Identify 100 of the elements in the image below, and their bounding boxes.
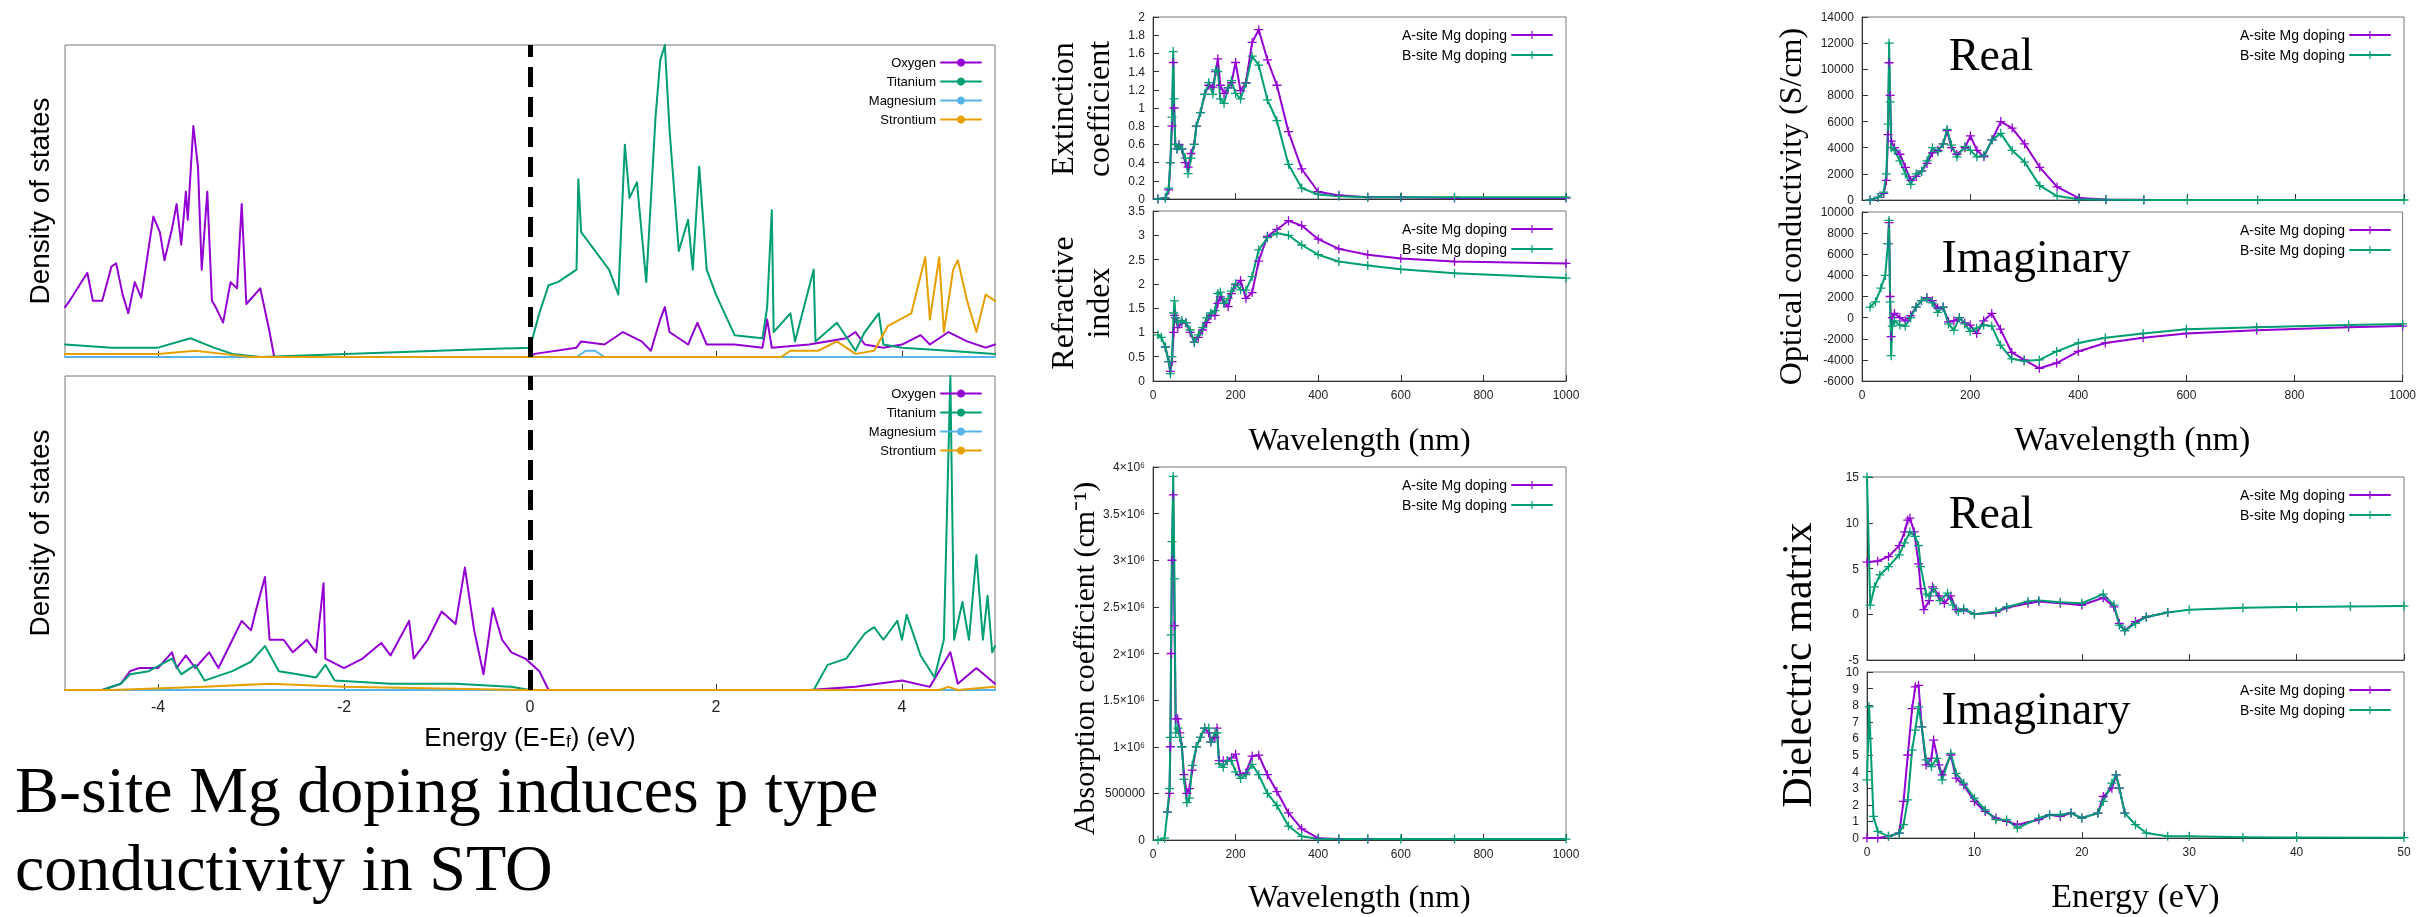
y-tick-label: 14000 bbox=[1820, 10, 1855, 24]
y-tick-label: -2000 bbox=[1823, 331, 1855, 346]
y-tick-label: 6 bbox=[1852, 731, 1860, 746]
x-tick-label: 1000 bbox=[1552, 847, 1580, 861]
y-tick-label: 6000 bbox=[1827, 114, 1855, 129]
x-axis-title: Wavelength (nm) bbox=[1248, 878, 1471, 914]
annotation: Real bbox=[1948, 486, 2034, 538]
legend-label: B-site Mg doping bbox=[2239, 507, 2345, 523]
y-axis-title: Refractive index bbox=[1044, 234, 1116, 372]
y-tick-label: 0 bbox=[1852, 831, 1860, 845]
y-tick-label: 1.4 bbox=[1128, 64, 1146, 79]
x-tick-label: 600 bbox=[1390, 847, 1412, 861]
y-tick-label: 5 bbox=[1852, 748, 1860, 762]
y-tick-label: 3.5×10⁶ bbox=[1103, 506, 1146, 521]
y-tick-label: 1 bbox=[1138, 101, 1146, 115]
y-tick-label: 1.2 bbox=[1128, 82, 1146, 97]
y-tick-label: 0.6 bbox=[1128, 137, 1146, 152]
y-tick-label: 10000 bbox=[1820, 62, 1855, 77]
y-tick-label: 4 bbox=[1852, 764, 1860, 779]
x-tick-label: -4 bbox=[150, 697, 166, 715]
x-tick-label: 200 bbox=[1225, 388, 1246, 402]
y-tick-label: 0.5 bbox=[1128, 349, 1146, 364]
x-tick-label: 2 bbox=[711, 697, 721, 715]
text: B-site Mg doping induces p type conductivity in STO bbox=[15, 752, 895, 904]
x-tick-label: -2 bbox=[336, 697, 352, 715]
x-tick-label: 0 bbox=[1863, 845, 1871, 859]
y-tick-label: 1.5 bbox=[1128, 301, 1146, 316]
y-tick-label: 3×10⁶ bbox=[1113, 553, 1146, 568]
legend-label: Magnesium bbox=[868, 93, 936, 108]
y-tick-label: 0 bbox=[1847, 310, 1855, 325]
legend-label: Titanium bbox=[886, 74, 936, 89]
x-axis-title: Wavelength (nm) bbox=[2014, 419, 2251, 458]
y-tick-label: 6000 bbox=[1827, 247, 1855, 262]
y-tick-label: 3.5 bbox=[1128, 204, 1146, 218]
x-tick-label: 200 bbox=[1960, 388, 1981, 402]
legend-label: B-site Mg doping bbox=[1401, 497, 1507, 513]
y-tick-label: 2 bbox=[1138, 276, 1146, 291]
y-tick-label: 15 bbox=[1845, 470, 1860, 484]
y-tick-label: 1×10⁶ bbox=[1113, 739, 1146, 754]
y-tick-label: 0 bbox=[1138, 374, 1146, 388]
legend-label: A-site Mg doping bbox=[1401, 27, 1507, 43]
y-tick-label: 3 bbox=[1852, 781, 1860, 796]
x-tick-label: 400 bbox=[1308, 388, 1329, 402]
y-tick-label: 8000 bbox=[1827, 226, 1855, 241]
y-tick-label: 4000 bbox=[1827, 140, 1855, 155]
y-tick-label: 1.6 bbox=[1128, 46, 1146, 61]
legend-label: A-site Mg doping bbox=[2239, 222, 2345, 238]
y-tick-label: -4000 bbox=[1823, 352, 1855, 367]
y-tick-label: 10000 bbox=[1820, 205, 1855, 219]
y-tick-label: 2 bbox=[1852, 797, 1860, 812]
x-tick-label: 1000 bbox=[1552, 388, 1580, 402]
y-tick-label: 1.8 bbox=[1128, 28, 1146, 43]
y-tick-label: 10 bbox=[1845, 665, 1860, 679]
x-tick-label: 10 bbox=[1967, 845, 1982, 859]
x-axis-title: Energy (eV) bbox=[2051, 876, 2220, 915]
x-tick-label: 20 bbox=[2075, 845, 2089, 859]
y-tick-label: 0 bbox=[1138, 833, 1146, 847]
legend-label: B-site Mg doping bbox=[1401, 47, 1507, 63]
legend-label: Magnesium bbox=[868, 424, 936, 439]
legend-label: B-site Mg doping bbox=[2239, 242, 2345, 258]
legend-label: A-site Mg doping bbox=[1401, 477, 1507, 493]
x-tick-label: 50 bbox=[2397, 845, 2411, 859]
x-tick-label: 600 bbox=[2176, 388, 2197, 402]
legend-label: Oxygen bbox=[891, 55, 936, 70]
y-tick-label: 8 bbox=[1852, 698, 1860, 713]
y-axis-title: Optical conductivity (S/cm) bbox=[1771, 27, 1809, 385]
y-tick-label: 4000 bbox=[1827, 268, 1855, 283]
y-tick-label: 2000 bbox=[1827, 166, 1855, 181]
x-tick-label: 800 bbox=[2284, 388, 2305, 402]
legend-label: B-site Mg doping bbox=[2239, 47, 2345, 63]
y-tick-label: 0.4 bbox=[1128, 155, 1146, 170]
legend-label: B-site Mg doping bbox=[2239, 702, 2345, 718]
x-tick-label: 40 bbox=[2289, 845, 2304, 859]
y-tick-label: 0 bbox=[1847, 193, 1855, 207]
y-tick-label: 2.5 bbox=[1128, 252, 1146, 267]
annotation: Imaginary bbox=[1941, 230, 2131, 282]
y-axis-title: Extinction coefficient bbox=[1044, 39, 1116, 179]
y-tick-label: -6000 bbox=[1823, 374, 1855, 388]
legend-label: A-site Mg doping bbox=[1401, 221, 1507, 237]
x-tick-label: 200 bbox=[1225, 847, 1246, 861]
x-tick-label: 30 bbox=[2182, 845, 2197, 859]
x-tick-label: 1000 bbox=[2389, 388, 2417, 402]
y-tick-label: 2×10⁶ bbox=[1113, 646, 1146, 661]
y-tick-label: 0.8 bbox=[1128, 119, 1146, 134]
y-tick-label: 10 bbox=[1845, 515, 1860, 530]
y-tick-label: 9 bbox=[1852, 681, 1860, 696]
y-tick-label: 2000 bbox=[1827, 289, 1855, 304]
legend-label: A-site Mg doping bbox=[2239, 682, 2345, 698]
y-tick-label: 2.5×10⁶ bbox=[1103, 599, 1146, 614]
y-tick-label: 1 bbox=[1138, 325, 1146, 340]
y-axis-title: Dielectric matrix bbox=[1772, 522, 1821, 808]
y-tick-label: 2 bbox=[1138, 10, 1146, 24]
legend-label: A-site Mg doping bbox=[2239, 27, 2345, 43]
y-tick-label: 7 bbox=[1852, 714, 1860, 729]
y-tick-label: 3 bbox=[1138, 228, 1146, 243]
y-tick-label: 0.2 bbox=[1128, 173, 1146, 188]
legend-label: A-site Mg doping bbox=[2239, 487, 2345, 503]
legend-label: Strontium bbox=[880, 112, 936, 127]
legend-label: Strontium bbox=[880, 443, 936, 458]
y-tick-label: 1 bbox=[1852, 814, 1860, 829]
